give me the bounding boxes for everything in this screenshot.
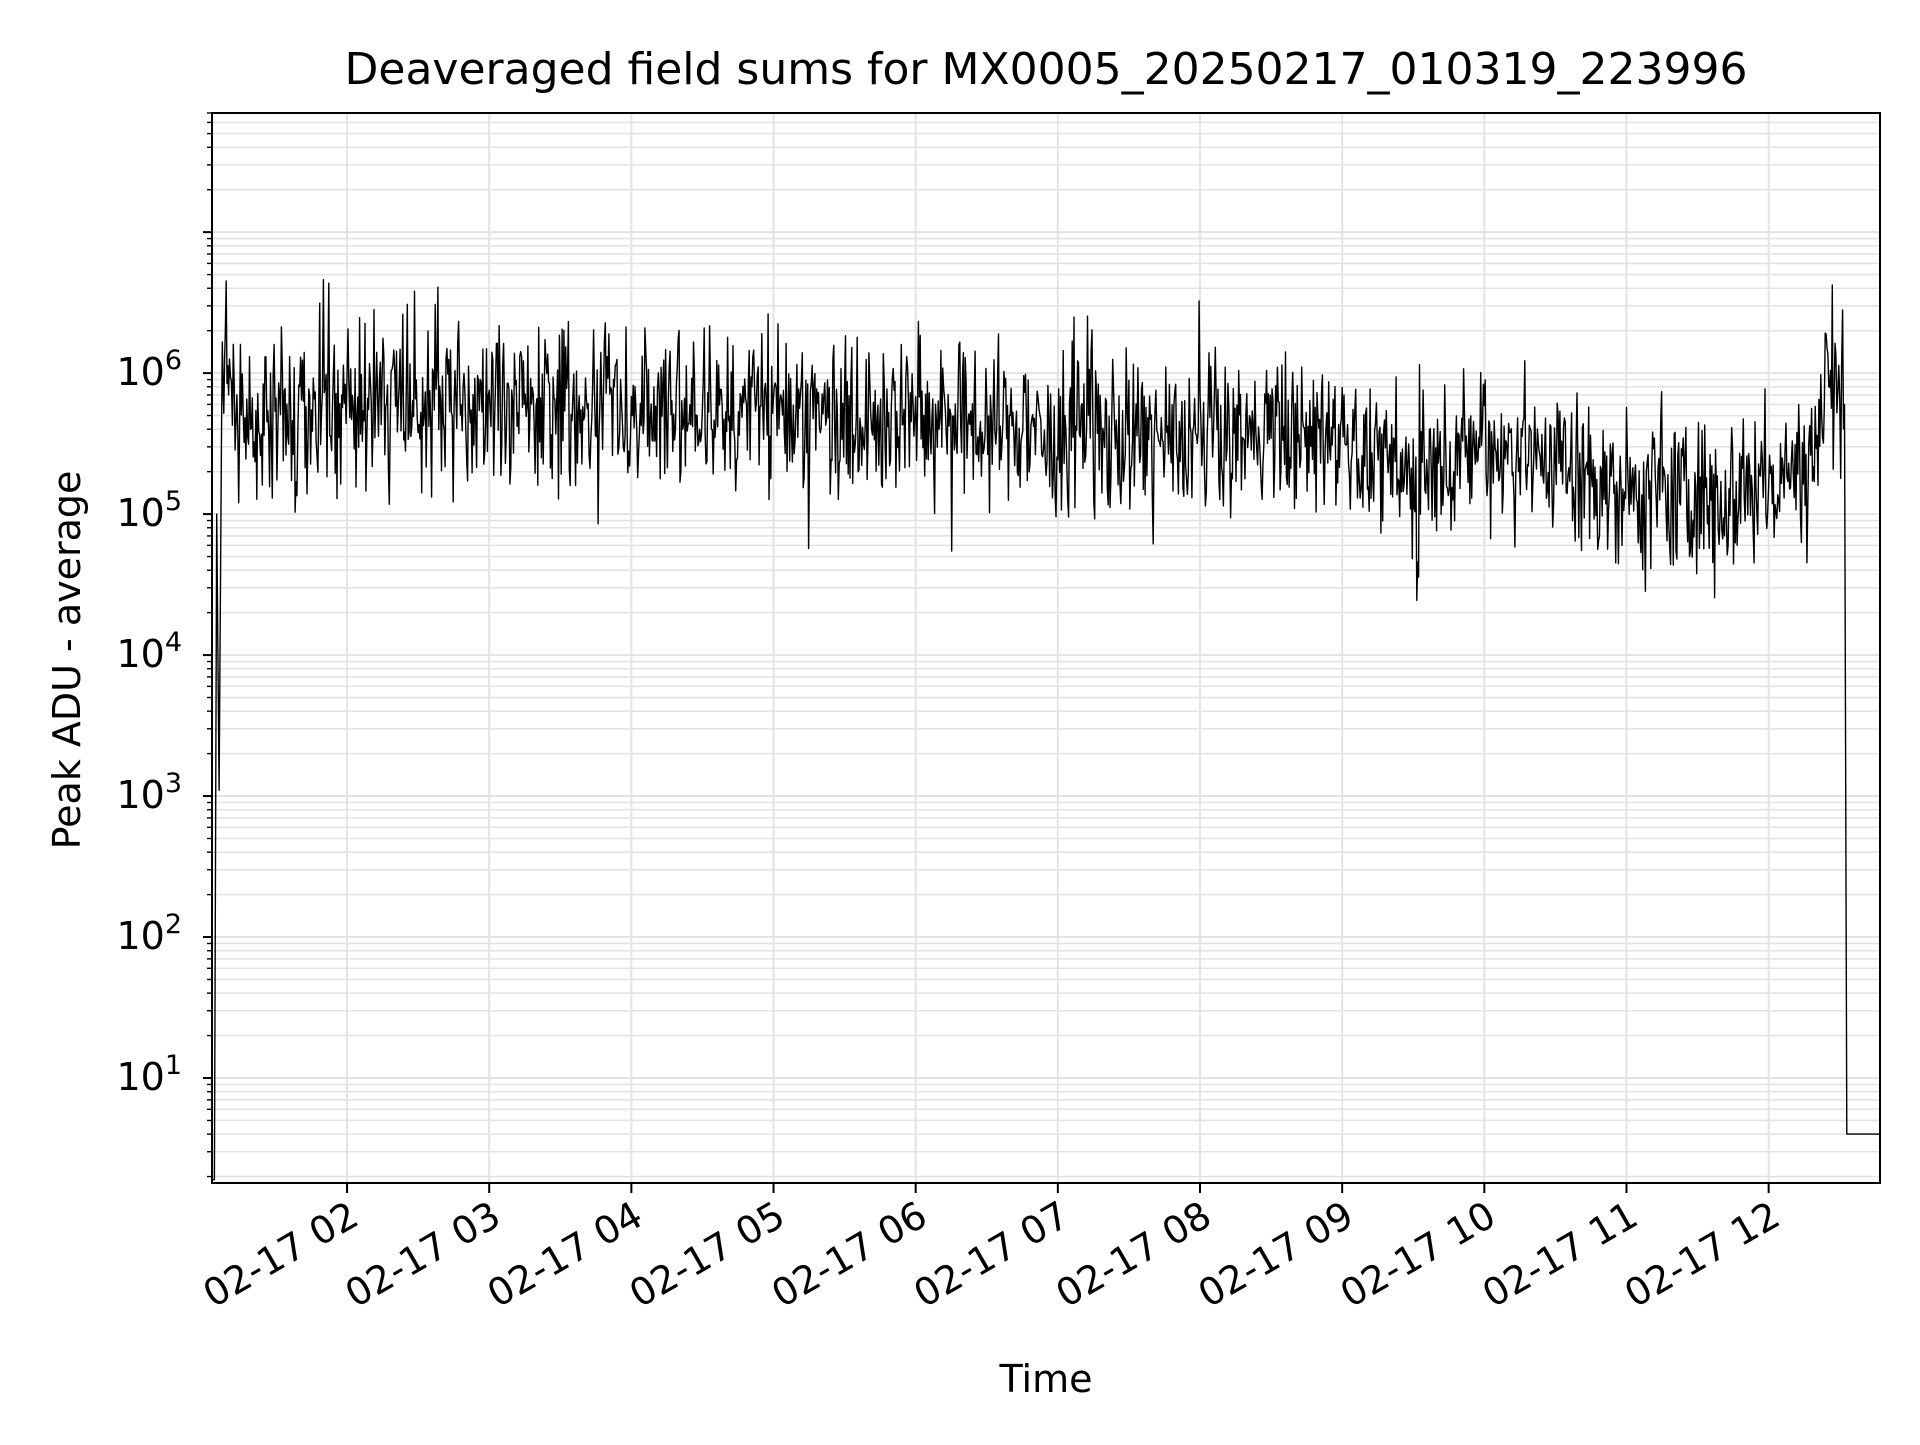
grid-lines <box>212 112 1880 1183</box>
chart-title: Deaveraged field sums for MX0005_2025021… <box>345 44 1748 95</box>
x-axis-label: Time <box>999 1357 1093 1401</box>
y-tick-label: 105 <box>116 486 182 535</box>
y-tick-label: 102 <box>116 909 182 958</box>
y-axis-label: Peak ADU - average <box>45 471 89 850</box>
data-layer <box>212 279 1880 1181</box>
y-tick-label: 106 <box>116 345 182 394</box>
y-tick-label: 101 <box>116 1050 182 1099</box>
y-tick-label: 103 <box>116 768 182 817</box>
y-tick-label: 104 <box>116 627 182 676</box>
axes-frame <box>211 112 1881 1184</box>
series-line <box>212 279 1880 1181</box>
